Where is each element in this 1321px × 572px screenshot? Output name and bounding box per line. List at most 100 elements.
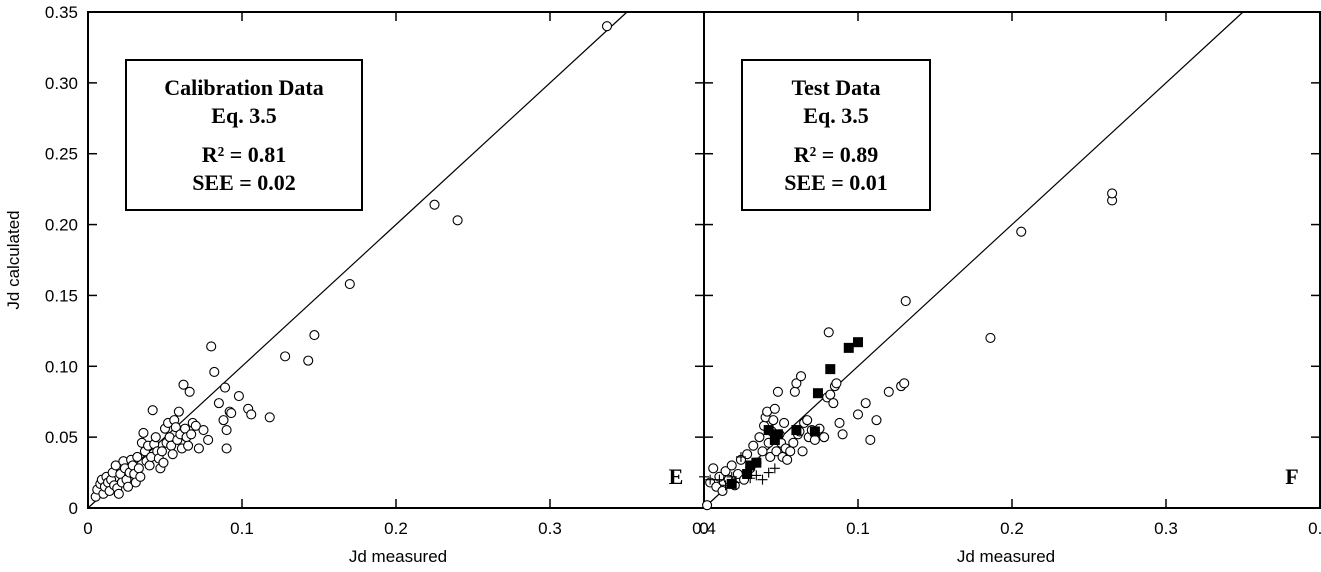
data-point-plus [735,451,746,462]
data-point-circle [135,471,146,482]
data-point-circle [344,279,355,290]
data-point-circle [233,390,244,402]
data-point-plus [745,473,756,484]
data-point-circle [748,440,759,451]
data-point-circle [113,488,124,499]
data-point-circle [429,199,440,210]
y-tick-label: 0.35 [45,3,78,22]
data-point-circle [183,440,194,451]
annotation-line-1: Calibration Data [164,75,324,100]
data-point-plus [720,480,731,491]
y-tick-label: 0 [69,499,78,518]
data-point-circle [772,386,783,397]
data-point-circle [795,371,807,382]
x-tick-label: 0.1 [230,519,254,538]
data-point-circle [823,327,834,338]
y-tick-label: 0.10 [45,357,78,376]
data-point-square [791,425,802,436]
data-point-circle [264,412,275,423]
data-point-circle [184,386,195,397]
x-tick-label: 0.4 [1308,519,1321,538]
annotation-line-2: Eq. 3.5 [211,103,276,128]
data-point-plus [714,474,725,485]
data-point-circle [779,417,790,429]
data-point-circle [802,415,813,426]
y-axis-label: Jd calculated [4,210,23,309]
panel-letter: E [669,464,684,489]
data-point-circle [789,386,800,397]
data-point-circle [144,460,155,471]
data-point-square [825,364,836,375]
data-point-circle [717,485,728,497]
data-point-circle [147,405,158,416]
data-point-square [751,457,762,468]
x-tick-label: 0.1 [846,519,870,538]
data-point-circle [226,408,237,419]
data-point-circle [769,403,780,414]
annotation-line-4: SEE = 0.02 [192,170,296,195]
panel-calibration: 0 0.1 0.2 0.3 0.400.050.100.150.200.250.300.… [4,3,716,566]
data-point-circle [985,332,996,343]
x-tick-label: 0 [699,519,708,538]
data-point-plus [757,474,768,485]
panel-test: 0 0.1 0.2 0.3 0.4 Test Data Eq. 3.5 R² = 0.8… [699,11,1321,566]
data-point-square [769,434,780,445]
data-point-circle [221,443,232,454]
x-axis-label: Jd measured [957,547,1055,566]
data-point-square [809,426,820,437]
y-tick-label: 0.05 [45,428,78,447]
data-point-circle [206,341,217,352]
annotation-box [125,59,363,211]
data-point-circle [193,443,204,454]
data-point-circle [809,434,820,446]
data-point-circle [132,451,143,463]
data-point-square [812,388,823,399]
data-point-circle [220,382,231,393]
data-point-square [853,337,863,348]
data-point-plus [726,471,737,482]
data-point-square [726,478,737,489]
data-point-circle [309,330,320,341]
data-point-circle [213,398,224,409]
data-point-circle [788,437,799,448]
data-point-circle [280,351,291,362]
x-tick-label: 0.3 [538,519,562,538]
data-point-circle [785,446,796,457]
data-point-circle [757,446,768,457]
x-tick-label: 0.2 [1000,519,1024,538]
data-point-circle [209,366,220,378]
data-point-circle [900,296,911,307]
data-point-circle [601,21,613,32]
annotation-line-4: SEE = 0.01 [784,170,888,195]
data-point-circle [1016,226,1027,237]
annotation-box [741,59,931,211]
data-point-circle [768,415,779,426]
data-point-circle [819,432,830,443]
data-point-circle [190,420,201,431]
data-point-circle [150,432,161,443]
data-point-circle [871,415,882,426]
data-point-circle [883,386,894,397]
data-point-circle [122,481,134,492]
data-point-circle [702,500,713,511]
data-point-square [745,460,756,471]
data-point-square [763,425,774,436]
data-point-circle [831,378,842,389]
data-point-circle [186,429,197,440]
data-point-circle [825,389,836,400]
data-point-circle [797,446,808,457]
data-point-circle [452,215,463,226]
data-point-circle [203,434,214,446]
data-point-circle [1107,188,1118,199]
data-point-plus [705,474,716,485]
x-tick-label: 0.2 [384,519,408,538]
data-point-circle [852,409,864,420]
annotation-line-2: Eq. 3.5 [803,103,868,128]
data-point-circle [133,463,144,474]
data-point-circle [246,409,257,420]
data-point-circle [834,417,845,429]
data-point-plus [763,467,774,478]
y-tick-label: 0.20 [45,216,78,235]
data-point-circle [782,454,793,465]
